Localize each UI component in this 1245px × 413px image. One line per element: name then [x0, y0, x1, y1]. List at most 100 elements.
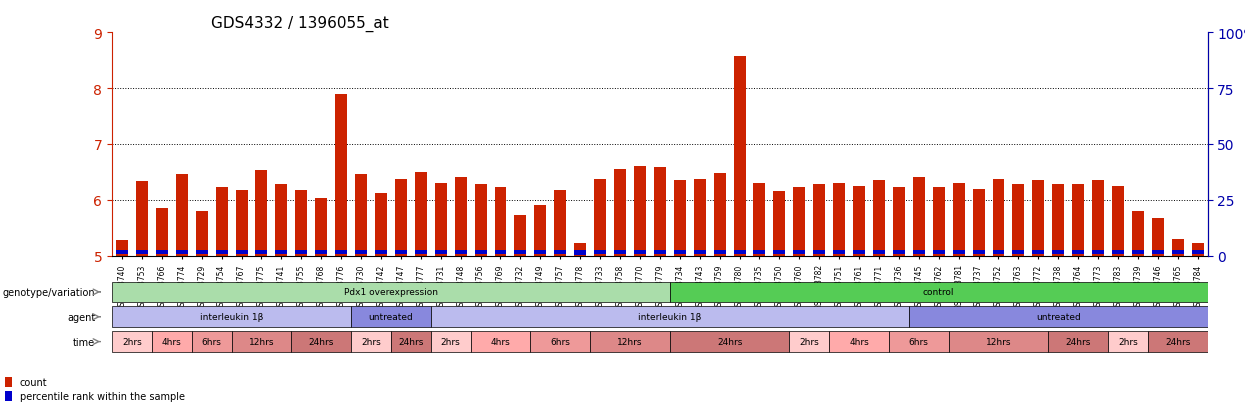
Bar — [335, 250, 347, 255]
FancyBboxPatch shape — [112, 307, 351, 327]
FancyBboxPatch shape — [431, 332, 471, 352]
Bar — [614, 170, 626, 256]
Bar — [693, 179, 706, 256]
FancyBboxPatch shape — [112, 332, 152, 352]
Bar — [5, 377, 12, 387]
Text: 2hrs: 2hrs — [799, 337, 819, 346]
Text: untreated: untreated — [369, 313, 413, 321]
Bar — [853, 187, 865, 256]
Bar — [833, 183, 845, 256]
Bar — [594, 179, 606, 256]
Bar — [235, 250, 248, 255]
Text: agent: agent — [67, 312, 95, 322]
Bar — [176, 174, 188, 256]
Bar — [1132, 211, 1144, 256]
Bar — [136, 250, 148, 255]
Bar — [1092, 250, 1104, 255]
Text: 4hrs: 4hrs — [849, 337, 869, 346]
Bar — [733, 250, 746, 255]
Bar — [952, 250, 965, 255]
Text: 24hrs: 24hrs — [1165, 337, 1190, 346]
Bar — [1112, 186, 1124, 256]
Bar — [235, 190, 248, 256]
Bar — [773, 192, 786, 256]
Bar — [1012, 185, 1025, 256]
Bar — [713, 250, 726, 255]
Bar — [474, 250, 487, 255]
Bar — [992, 250, 1005, 255]
FancyBboxPatch shape — [949, 332, 1048, 352]
Bar — [275, 184, 288, 256]
Bar — [255, 171, 268, 256]
FancyBboxPatch shape — [829, 332, 889, 352]
Bar — [335, 95, 347, 256]
FancyBboxPatch shape — [670, 332, 789, 352]
Bar — [913, 178, 925, 256]
Text: 24hrs: 24hrs — [1066, 337, 1091, 346]
Bar — [933, 188, 945, 256]
FancyBboxPatch shape — [112, 282, 670, 302]
FancyBboxPatch shape — [351, 332, 391, 352]
FancyBboxPatch shape — [670, 282, 1208, 302]
Bar — [972, 189, 985, 256]
FancyBboxPatch shape — [909, 307, 1208, 327]
Text: 4hrs: 4hrs — [491, 337, 510, 346]
Bar — [654, 250, 666, 255]
Bar — [136, 182, 148, 256]
Bar — [574, 243, 586, 256]
Bar — [634, 167, 646, 256]
Bar — [1172, 250, 1184, 255]
Text: 12hrs: 12hrs — [618, 337, 642, 346]
Text: interleukin 1β: interleukin 1β — [639, 313, 701, 321]
Bar — [1191, 244, 1204, 256]
Bar — [355, 174, 367, 256]
Bar — [195, 250, 208, 255]
Text: 2hrs: 2hrs — [361, 337, 381, 346]
FancyBboxPatch shape — [471, 332, 530, 352]
Text: genotype/variation: genotype/variation — [2, 287, 95, 297]
Bar — [893, 188, 905, 256]
Bar — [534, 250, 547, 255]
Bar — [813, 185, 825, 256]
Bar — [554, 190, 566, 256]
Bar — [1032, 181, 1045, 256]
Text: time: time — [73, 337, 95, 347]
Bar — [1032, 250, 1045, 255]
FancyBboxPatch shape — [1108, 332, 1148, 352]
Bar — [5, 392, 12, 401]
Bar — [534, 206, 547, 256]
Bar — [116, 250, 128, 255]
Bar — [355, 250, 367, 255]
Bar — [454, 178, 467, 256]
Bar — [594, 250, 606, 255]
Bar — [176, 250, 188, 255]
FancyBboxPatch shape — [889, 332, 949, 352]
Bar — [315, 250, 327, 255]
Bar — [435, 183, 447, 256]
Bar — [733, 57, 746, 256]
Bar — [494, 188, 507, 256]
Bar — [474, 184, 487, 256]
Bar — [913, 250, 925, 255]
Bar — [1072, 185, 1084, 256]
FancyBboxPatch shape — [391, 332, 431, 352]
Text: 6hrs: 6hrs — [202, 337, 222, 346]
Bar — [992, 179, 1005, 256]
Bar — [1112, 250, 1124, 255]
FancyBboxPatch shape — [232, 332, 291, 352]
Bar — [933, 250, 945, 255]
Bar — [833, 250, 845, 255]
Bar — [674, 250, 686, 255]
Bar — [1152, 250, 1164, 255]
Bar — [1132, 250, 1144, 255]
FancyBboxPatch shape — [530, 332, 590, 352]
Text: 12hrs: 12hrs — [986, 337, 1011, 346]
Text: GDS4332 / 1396055_at: GDS4332 / 1396055_at — [210, 16, 388, 32]
Bar — [1152, 218, 1164, 256]
Bar — [773, 250, 786, 255]
Text: 2hrs: 2hrs — [441, 337, 461, 346]
Bar — [873, 181, 885, 256]
Bar — [753, 183, 766, 256]
Bar — [215, 188, 228, 256]
Bar — [195, 211, 208, 256]
